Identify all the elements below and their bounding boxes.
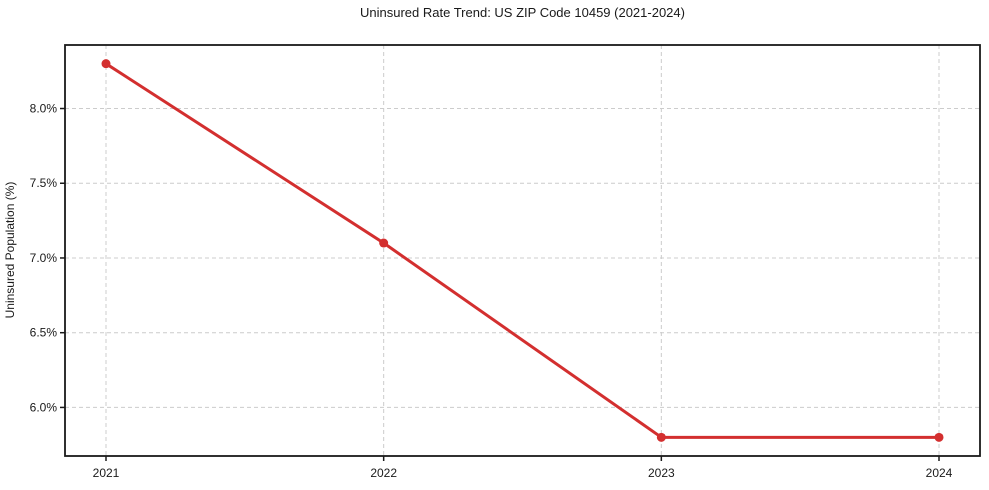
data-point-marker: [934, 432, 944, 442]
y-tick-label: 6.0%: [30, 400, 58, 414]
chart-layer: 6.0% 6.5% 7.0% 7.5% 8.0% 2021 2022 2023 2024: [30, 44, 981, 480]
x-tick-label: 2024: [926, 466, 953, 480]
data-point-marker: [101, 59, 111, 69]
y-tick-label: 6.5%: [30, 326, 58, 340]
plot-frame: [64, 44, 981, 457]
x-tick-label: 2023: [648, 466, 675, 480]
y-tick-label: 7.0%: [30, 251, 58, 265]
chart-title: Uninsured Rate Trend: US ZIP Code 10459 …: [360, 5, 685, 20]
x-tick-label: 2022: [370, 466, 397, 480]
data-point-marker: [656, 432, 666, 442]
data-point-marker: [379, 238, 389, 248]
y-axis-label: Uninsured Population (%): [3, 182, 17, 319]
x-tick-label: 2021: [93, 466, 120, 480]
data-line: [104, 62, 941, 439]
y-tick-label: 7.5%: [30, 176, 58, 190]
y-tick-label: 8.0%: [30, 102, 58, 116]
